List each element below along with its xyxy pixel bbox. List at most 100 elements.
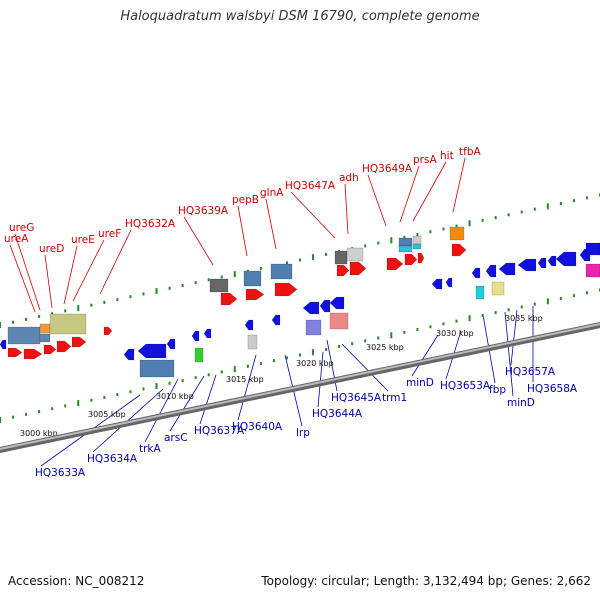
forward-gene-arrow[interactable] [386, 257, 404, 271]
reverse-gene-box[interactable] [329, 312, 349, 330]
reverse-gene-box[interactable] [585, 263, 600, 278]
upper-tick-row-mark [0, 322, 1, 328]
upper-tick-row-mark [103, 300, 106, 304]
forward-gene-arrow[interactable] [220, 292, 238, 306]
upper-tick-row-mark [194, 281, 197, 285]
reverse-gene-arrow[interactable] [191, 330, 200, 342]
reverse-gene-arrow[interactable] [547, 255, 557, 267]
reverse-gene-arrow[interactable] [166, 338, 176, 350]
reverse-gene-box[interactable] [194, 347, 204, 363]
upper-tick-row-mark [559, 201, 562, 205]
upper-tick-row-mark [364, 244, 367, 248]
reverse-gene-arrow[interactable] [123, 348, 135, 361]
upper-tick-row-mark [116, 298, 119, 302]
forward-gene-arrow[interactable] [349, 261, 367, 276]
upper-tick-row-mark [51, 312, 54, 316]
leader-line [44, 254, 53, 309]
reverse-gene-arrow[interactable] [445, 277, 453, 288]
forward-gene-box[interactable] [39, 323, 51, 334]
forward-gene-box[interactable] [398, 245, 413, 253]
tick-label: 3000 kbp [20, 429, 58, 438]
upper-tick-row-mark [155, 288, 158, 295]
forward-gene-box[interactable] [398, 237, 413, 247]
forward-gene-label: HQ3639A [178, 205, 229, 217]
forward-gene-label: prsA [413, 154, 437, 166]
upper-tick-row-mark [64, 309, 67, 313]
leader-line [344, 183, 349, 235]
reverse-gene-arrow[interactable] [203, 328, 212, 339]
forward-gene-box[interactable] [346, 247, 364, 262]
leader-line [265, 198, 277, 250]
reverse-gene-arrow[interactable] [471, 267, 481, 279]
reverse-gene-arrow[interactable] [137, 343, 167, 359]
upper-tick-row-mark [142, 292, 145, 296]
reverse-gene-box[interactable] [475, 285, 485, 300]
forward-gene-box[interactable] [209, 278, 229, 293]
forward-gene-box[interactable] [412, 235, 422, 245]
forward-gene-label: hit [440, 150, 454, 162]
reverse-gene-arrow[interactable] [271, 314, 281, 326]
lower-tick-row-mark [429, 325, 432, 329]
reverse-gene-label: fbp [489, 384, 506, 396]
forward-gene-arrow[interactable] [56, 340, 72, 353]
leader-line [411, 334, 439, 377]
reverse-gene-arrow[interactable] [431, 278, 443, 290]
forward-gene-arrow[interactable] [404, 253, 418, 266]
lower-tick-row-mark [299, 353, 301, 357]
reverse-gene-box[interactable] [139, 359, 175, 378]
upper-tick-row-mark [377, 241, 380, 245]
leader-line [237, 205, 248, 257]
reverse-gene-arrow[interactable] [498, 262, 516, 276]
reverse-gene-label: minD [507, 397, 535, 409]
lower-tick-row-mark [64, 404, 67, 408]
forward-gene-arrow[interactable] [43, 344, 57, 355]
forward-gene-box[interactable] [334, 250, 348, 265]
reverse-gene-arrow[interactable] [517, 258, 537, 272]
forward-gene-box[interactable] [270, 263, 293, 280]
forward-gene-arrow[interactable] [451, 243, 467, 257]
reverse-gene-label: HQ3653A [440, 380, 491, 392]
forward-gene-arrow[interactable] [23, 348, 43, 360]
reverse-gene-box[interactable] [305, 319, 322, 336]
leader-line [504, 311, 514, 397]
reverse-gene-arrow[interactable] [329, 296, 345, 310]
forward-gene-arrow[interactable] [274, 282, 298, 297]
forward-gene-box[interactable] [49, 313, 87, 335]
reverse-gene-label: HQ3640A [232, 421, 283, 433]
forward-gene-arrow[interactable] [336, 264, 350, 277]
forward-gene-arrow[interactable] [71, 336, 87, 348]
forward-gene-box[interactable] [412, 243, 422, 250]
lower-tick-row-mark [455, 319, 458, 323]
reverse-gene-box[interactable] [585, 242, 600, 256]
reverse-gene-arrow[interactable] [0, 339, 7, 350]
reverse-gene-label: arsC [164, 432, 188, 444]
leader-line [169, 375, 205, 432]
lower-tick-row-mark [507, 308, 510, 312]
tick-label: 3025 kbp [366, 343, 404, 352]
reverse-gene-arrow[interactable] [302, 301, 320, 315]
forward-gene-arrow[interactable] [245, 288, 265, 301]
reverse-gene-arrow[interactable] [485, 264, 497, 278]
reverse-gene-box[interactable] [491, 281, 505, 296]
forward-gene-arrow[interactable] [103, 326, 113, 336]
forward-gene-label: ureD [39, 243, 64, 255]
forward-gene-arrow[interactable] [7, 347, 23, 358]
reverse-gene-arrow[interactable] [555, 251, 577, 267]
reverse-gene-arrow[interactable] [537, 257, 547, 269]
lower-tick-row-mark [233, 366, 236, 373]
upper-tick-row-mark [481, 218, 484, 222]
reverse-gene-box[interactable] [247, 334, 258, 350]
leader-line [99, 229, 132, 295]
upper-tick-row-mark [207, 278, 210, 282]
reverse-gene-arrow[interactable] [319, 299, 331, 313]
leader-line [237, 354, 257, 421]
leader-line [183, 216, 214, 266]
lower-tick-row-mark [116, 393, 119, 397]
forward-gene-box[interactable] [449, 226, 465, 241]
forward-gene-box[interactable] [7, 326, 41, 345]
forward-gene-box[interactable] [39, 333, 51, 343]
forward-gene-label: adh [339, 172, 359, 184]
forward-gene-arrow[interactable] [417, 252, 425, 264]
forward-gene-box[interactable] [243, 270, 262, 287]
reverse-gene-arrow[interactable] [244, 319, 254, 331]
